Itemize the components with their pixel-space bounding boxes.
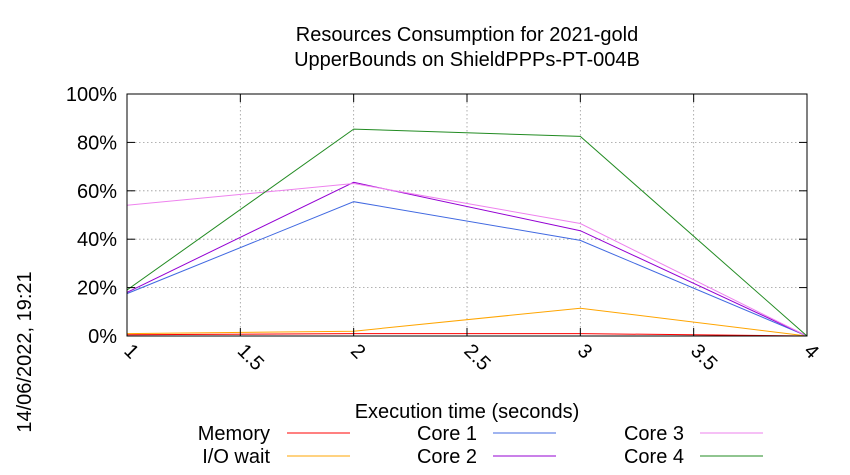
- x-axis-label: Execution time (seconds): [355, 401, 580, 423]
- grid-lines: [127, 94, 807, 336]
- series-line-core-4: [126, 128, 808, 337]
- chart-title-line-2: UpperBounds on ShieldPPPs-PT-004B: [294, 49, 640, 71]
- legend-label-memory: Memory: [198, 423, 270, 445]
- series-line-core-3: [126, 182, 808, 337]
- x-tick-label: 3.5: [686, 340, 721, 375]
- legend-label-core-1: Core 1: [417, 423, 477, 445]
- timestamp-label: 14/06/2022, 19:21: [14, 271, 36, 432]
- x-tick-label: 1: [119, 340, 142, 363]
- legend-label-core-4: Core 4: [624, 446, 684, 468]
- y-tick-labels: 0% 20% 40% 60% 80% 100%: [66, 84, 807, 348]
- x-tick-label: 2: [346, 340, 369, 363]
- legend-label-i-o-wait: I/O wait: [202, 446, 270, 468]
- x-tick-label: 3: [573, 340, 596, 363]
- series-line-core-2: [126, 181, 808, 337]
- x-tick-label: 2.5: [459, 340, 494, 375]
- y-tick-label: 20%: [77, 278, 117, 300]
- series-lines: [126, 128, 808, 337]
- y-tick-label: 80%: [77, 132, 117, 154]
- x-tick-label: 1.5: [233, 340, 268, 375]
- y-tick-label: 60%: [77, 181, 117, 203]
- y-tick-label: 100%: [66, 84, 117, 106]
- legend-label-core-3: Core 3: [624, 423, 684, 445]
- y-tick-label: 0%: [88, 326, 117, 348]
- y-tick-label: 40%: [77, 229, 117, 251]
- x-tick-label: 4: [799, 340, 822, 363]
- legend-label-core-2: Core 2: [417, 446, 477, 468]
- chart-title-line-1: Resources Consumption for 2021-gold: [296, 24, 638, 46]
- series-line-core-1: [126, 201, 808, 337]
